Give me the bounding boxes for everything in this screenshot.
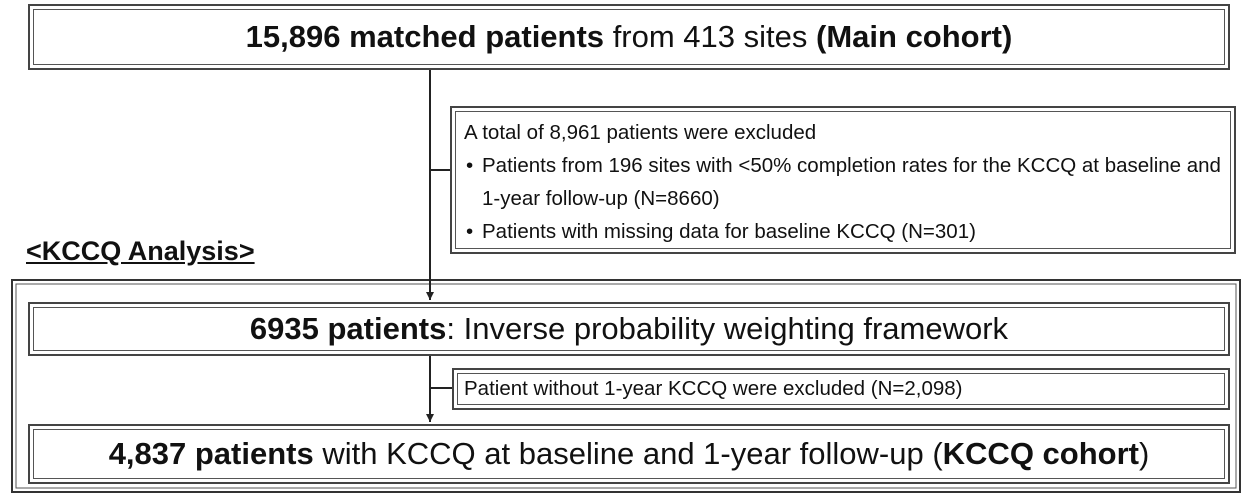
box-text: 4,837 patients — [108, 436, 314, 471]
box-text: ) — [1138, 436, 1150, 471]
outer-frame-inner — [15, 283, 1237, 489]
exclusion-box: Patient without 1-year KCCQ were exclude… — [452, 368, 1230, 410]
box-text: from 413 sites — [612, 19, 808, 54]
exclusion-list: Patients from 196 sites with <50% comple… — [464, 149, 1222, 248]
arrowhead — [426, 292, 434, 300]
box-text: (Main cohort) — [816, 19, 1013, 54]
exclusion-item: Patients from 196 sites with <50% comple… — [466, 149, 1222, 215]
ipw-cohort-box: 6935 patients: Inverse probability weigh… — [28, 302, 1230, 356]
main-cohort-box: 15,896 matched patients from 413 sites (… — [28, 4, 1230, 70]
box-text: with KCCQ at baseline and 1-year follow-… — [322, 436, 943, 471]
section-label: <KCCQ Analysis> — [26, 236, 255, 266]
exclusion-heading: A total of 8,961 patients were excluded — [464, 121, 817, 144]
outer-frame — [11, 279, 1241, 493]
kccq-cohort-box: 4,837 patients with KCCQ at baseline and… — [28, 424, 1230, 484]
box-text: : Inverse probability weighting framewor… — [446, 311, 1009, 346]
box-text: 15,896 matched patients — [245, 19, 605, 54]
exclusion-item: Patients with missing data for baseline … — [466, 215, 1222, 248]
box-text: KCCQ cohort — [942, 436, 1139, 471]
arrowhead — [426, 414, 434, 422]
exclusion-box: A total of 8,961 patients were excluded … — [450, 106, 1236, 254]
box-text: 6935 patients — [249, 311, 447, 346]
exclusion-text: Patient without 1-year KCCQ were exclude… — [464, 377, 963, 400]
